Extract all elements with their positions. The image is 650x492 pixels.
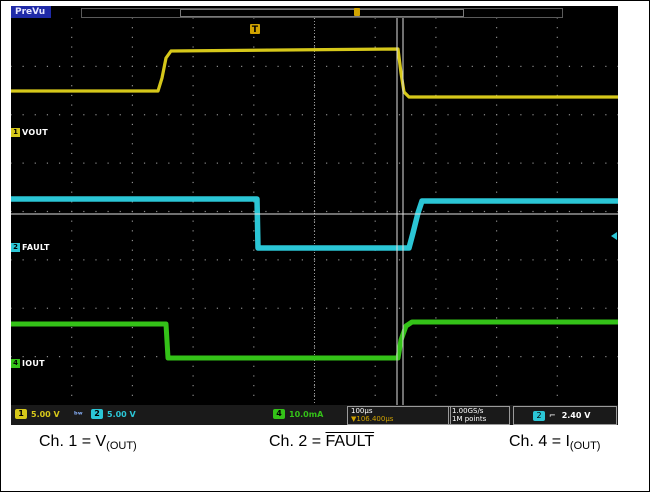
ch1-waveform <box>11 47 618 99</box>
graticule-grid <box>11 18 618 405</box>
record-timeline[interactable] <box>81 8 563 18</box>
timebase-panel[interactable]: 100µs ▼106.400µs <box>347 406 451 425</box>
figure-captions: Ch. 1 = V(OUT) Ch. 2 = FAULT Ch. 4 = I(O… <box>1 429 650 459</box>
ch2-scale-readout[interactable]: 2 5.00 V <box>91 407 136 421</box>
trigger-panel[interactable]: 2 ⌐ 2.40 V <box>513 406 617 425</box>
ch4-waveform <box>11 319 618 361</box>
trigger-level-arrow-icon <box>611 232 617 240</box>
trigger-offset-value: ▼106.400µs <box>351 415 394 423</box>
timebase-value: 100µs <box>351 407 373 415</box>
svg-text:T: T <box>252 25 259 35</box>
trigger-level-value: 2.40 V <box>561 410 591 420</box>
scope-status-bar: 1 5.00 V ᵇʷ 2 5.00 V 4 10.0mA 100µs ▼106… <box>11 405 618 425</box>
ch1-scale-badge: 1 <box>15 409 27 419</box>
record-length-value: 1M points <box>452 415 487 423</box>
ch1-ground-marker[interactable]: 1 VOUT <box>11 126 50 138</box>
ch1-scale-value: 5.00 V <box>31 409 60 419</box>
caption-ch1: Ch. 1 = V(OUT) <box>39 433 137 452</box>
ch1-number-badge: 1 <box>11 127 20 137</box>
sample-rate-value: 1.00GS/s <box>452 407 484 415</box>
trigger-t-marker: T <box>250 24 260 35</box>
caption-ch4: Ch. 4 = I(OUT) <box>509 433 601 452</box>
ch1-label: VOUT <box>21 127 50 137</box>
ch1-scale-readout[interactable]: 1 5.00 V <box>15 407 60 421</box>
ch4-label: IOUT <box>21 358 46 368</box>
acquisition-panel[interactable]: 1.00GS/s 1M points <box>448 406 510 425</box>
ch4-ground-marker[interactable]: 4 IOUT <box>11 357 46 369</box>
scope-top-bar: PreVu <box>11 6 618 18</box>
ch2-label: FAULT <box>21 242 51 252</box>
trigger-source-badge: 2 <box>533 410 545 421</box>
ch2-scale-value: 5.00 V <box>107 409 136 419</box>
oscilloscope-screen: PreVu <box>11 6 618 425</box>
ch2-ground-marker[interactable]: 2 FAULT <box>11 241 51 253</box>
waveform-display: T <box>11 18 618 405</box>
ch4-scale-badge: 4 <box>273 409 285 419</box>
acquisition-state-label: PreVu <box>11 6 52 18</box>
ch4-number-badge: 4 <box>11 358 20 368</box>
trigger-slope-icon: ⌐ <box>549 410 556 420</box>
ch2-scale-badge: 2 <box>91 409 103 419</box>
bandwidth-limit-icon: ᵇʷ <box>74 409 83 419</box>
record-view-window[interactable] <box>180 9 464 17</box>
trigger-position-marker[interactable] <box>354 8 360 16</box>
caption-ch2: Ch. 2 = FAULT <box>269 433 375 450</box>
ch4-scale-readout[interactable]: 4 10.0mA <box>273 407 323 421</box>
ch4-scale-value: 10.0mA <box>289 409 324 419</box>
ch2-waveform <box>11 196 618 251</box>
ch2-number-badge: 2 <box>11 242 20 252</box>
